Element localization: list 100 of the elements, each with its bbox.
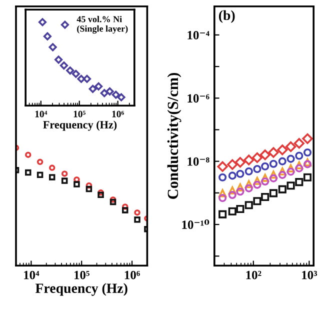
point xyxy=(134,216,140,223)
annotation: (b) xyxy=(218,10,235,23)
y-tick-label: 10⁻⁸ xyxy=(188,157,210,166)
y-axis-title: Conductivity(S/cm) xyxy=(167,73,182,199)
point xyxy=(286,182,295,190)
point xyxy=(295,178,304,186)
x-tick-label: 10⁴ xyxy=(35,110,48,118)
point xyxy=(36,158,44,166)
point xyxy=(303,160,312,168)
point xyxy=(236,170,244,178)
y-tick-label: 10⁻⁴ xyxy=(188,30,210,40)
point xyxy=(112,90,120,99)
y-tick-label: 10⁻¹⁰ xyxy=(182,220,210,229)
point xyxy=(295,152,304,160)
point xyxy=(25,152,32,158)
point xyxy=(110,198,116,206)
point xyxy=(244,184,253,192)
point xyxy=(295,161,304,170)
point xyxy=(122,204,128,210)
point xyxy=(77,74,86,83)
point xyxy=(269,174,278,182)
point xyxy=(236,183,244,192)
point xyxy=(43,32,52,40)
point xyxy=(228,172,236,180)
point xyxy=(244,167,253,176)
point xyxy=(61,170,68,177)
point xyxy=(252,152,263,164)
point xyxy=(61,178,68,184)
point xyxy=(236,204,244,213)
point xyxy=(36,172,44,178)
point xyxy=(261,193,270,202)
point xyxy=(261,174,270,182)
point xyxy=(286,154,295,163)
point xyxy=(261,162,270,170)
point xyxy=(260,150,270,160)
point xyxy=(98,192,104,198)
x-tick-label: 10² xyxy=(246,270,262,280)
point xyxy=(228,190,236,199)
point xyxy=(286,168,295,176)
point xyxy=(25,169,32,176)
point xyxy=(227,159,238,170)
point xyxy=(94,82,103,90)
point xyxy=(244,180,253,188)
point xyxy=(295,164,304,172)
point xyxy=(303,173,312,182)
point xyxy=(253,176,262,185)
point xyxy=(278,167,286,176)
y-tick-label: 10⁻⁶ xyxy=(188,94,210,103)
point xyxy=(38,18,47,26)
point xyxy=(286,164,295,172)
point xyxy=(60,61,68,70)
x-axis-title: Frequency (Hz) xyxy=(35,283,128,296)
point xyxy=(269,160,278,168)
point xyxy=(253,197,262,206)
point xyxy=(48,43,57,52)
point xyxy=(261,177,270,186)
point xyxy=(278,170,286,179)
point xyxy=(117,93,126,102)
point xyxy=(218,189,227,198)
x-tick-label: 10⁵ xyxy=(74,270,90,280)
point xyxy=(269,189,278,198)
point xyxy=(218,173,227,182)
point xyxy=(268,147,279,158)
point xyxy=(110,196,116,203)
point xyxy=(134,209,140,216)
point xyxy=(74,181,80,188)
x-axis-title: Frequency (Hz) xyxy=(43,120,117,131)
point xyxy=(66,66,74,75)
point xyxy=(218,210,227,218)
point xyxy=(122,207,128,214)
point xyxy=(302,133,313,144)
point xyxy=(253,180,262,189)
point xyxy=(303,148,312,157)
point xyxy=(228,186,236,194)
point xyxy=(100,89,108,98)
point xyxy=(278,185,286,194)
point xyxy=(82,74,92,83)
point xyxy=(228,207,236,216)
x-tick-label: 10⁶ xyxy=(124,270,140,280)
point xyxy=(217,161,228,172)
point xyxy=(72,70,80,78)
legend-label: 45 vol.% Ni (Single layer) xyxy=(76,16,128,34)
point xyxy=(48,174,56,180)
point xyxy=(48,164,56,171)
point xyxy=(244,201,253,210)
point xyxy=(278,157,286,166)
point xyxy=(294,138,304,149)
point xyxy=(234,156,246,168)
point xyxy=(88,84,97,93)
x-tick-label: 10⁶ xyxy=(112,110,124,118)
point xyxy=(54,56,63,64)
point xyxy=(269,170,278,179)
x-tick-label: 10⁴ xyxy=(24,270,40,280)
point xyxy=(236,188,244,196)
point xyxy=(86,182,92,189)
point xyxy=(106,87,114,96)
x-tick-label: 10⁵ xyxy=(74,110,86,118)
point xyxy=(86,186,92,192)
x-tick-label: 10³ xyxy=(302,270,318,280)
point xyxy=(218,194,227,202)
